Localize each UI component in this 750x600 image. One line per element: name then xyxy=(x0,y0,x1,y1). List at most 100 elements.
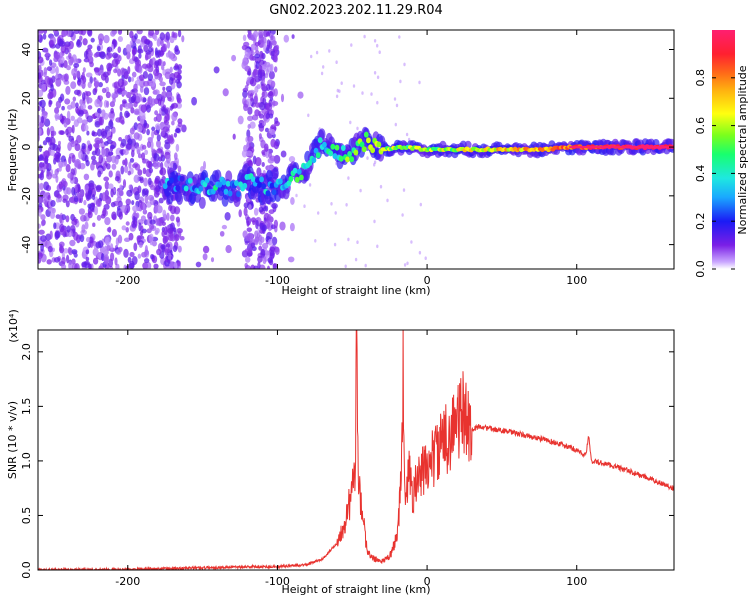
y-tick-label: 1.5 xyxy=(20,398,33,416)
ridge-point xyxy=(328,150,334,157)
noise-speckle xyxy=(80,214,87,222)
noise-speckle xyxy=(352,84,356,88)
noise-speckle xyxy=(85,249,90,255)
noise-speckle xyxy=(262,224,267,232)
ridge-point xyxy=(179,175,185,182)
noise-speckle xyxy=(243,202,249,209)
noise-speckle xyxy=(131,71,137,78)
noise-speckle xyxy=(268,113,274,119)
noise-speckle xyxy=(347,176,350,180)
noise-speckle xyxy=(249,246,253,254)
noise-speckle xyxy=(125,226,129,233)
noise-speckle xyxy=(38,64,42,72)
noise-speckle xyxy=(271,100,279,106)
noise-speckle xyxy=(76,117,83,124)
noise-speckle xyxy=(177,30,182,38)
noise-speckle xyxy=(86,147,90,155)
noise-speckle xyxy=(101,87,107,94)
colorbar: 0.0 0.2 0.4 0.6 0.8 Normalized spectral ampl… xyxy=(694,30,749,278)
noise-speckle xyxy=(86,140,91,146)
noise-speckle xyxy=(169,260,174,269)
noise-speckle xyxy=(154,60,160,67)
noise-speckle xyxy=(59,74,65,81)
noise-speckle xyxy=(139,117,145,125)
noise-speckle xyxy=(63,118,68,128)
noise-speckle xyxy=(40,116,45,124)
noise-speckle xyxy=(297,91,304,99)
noise-speckle xyxy=(68,261,73,269)
noise-speckle xyxy=(131,48,136,56)
noise-speckle xyxy=(75,106,80,114)
noise-speckle xyxy=(177,245,182,253)
noise-speckle xyxy=(80,103,87,110)
noise-speckle xyxy=(132,163,138,169)
noise-speckle xyxy=(424,256,427,261)
noise-speckle xyxy=(158,76,163,83)
noise-speckle xyxy=(364,263,367,268)
noise-speckle xyxy=(59,40,66,47)
noise-speckle xyxy=(249,92,254,102)
noise-speckle xyxy=(141,104,146,114)
noise-speckle xyxy=(86,115,93,123)
noise-speckle xyxy=(219,230,225,237)
noise-speckle xyxy=(103,112,109,120)
noise-speckle xyxy=(164,141,171,150)
noise-speckle xyxy=(249,232,253,241)
noise-speckle xyxy=(76,192,83,199)
noise-speckle xyxy=(287,256,295,263)
noise-speckle xyxy=(174,48,181,55)
noise-speckle xyxy=(165,243,171,248)
ridge-point xyxy=(345,156,350,163)
noise-speckle xyxy=(95,184,102,191)
noise-speckle xyxy=(93,53,99,58)
noise-speckle xyxy=(147,136,153,142)
noise-speckle xyxy=(41,83,47,93)
noise-speckle xyxy=(144,194,149,204)
noise-speckle xyxy=(84,221,89,230)
noise-speckle xyxy=(45,50,49,59)
noise-speckle xyxy=(151,148,156,154)
noise-speckle xyxy=(96,107,102,115)
noise-speckle xyxy=(143,44,149,53)
noise-speckle xyxy=(334,211,337,215)
noise-speckle xyxy=(54,107,60,115)
noise-speckle xyxy=(46,66,53,72)
noise-speckle xyxy=(137,153,142,159)
noise-speckle xyxy=(94,98,101,108)
noise-speckle xyxy=(84,184,90,193)
noise-speckle xyxy=(266,265,271,269)
noise-speckle xyxy=(124,134,129,141)
noise-speckle xyxy=(255,157,262,167)
noise-speckle xyxy=(102,207,107,216)
noise-speckle xyxy=(174,128,181,134)
noise-speckle xyxy=(172,162,177,171)
noise-speckle xyxy=(124,157,128,167)
noise-speckle xyxy=(39,99,46,108)
noise-speckle xyxy=(167,135,174,144)
noise-speckle xyxy=(273,219,279,229)
noise-speckle xyxy=(71,186,76,196)
noise-speckle xyxy=(110,107,114,114)
ridge-point xyxy=(366,137,371,144)
noise-speckle xyxy=(246,150,253,157)
noise-speckle xyxy=(177,165,182,173)
noise-speckle xyxy=(138,241,143,248)
noise-speckle xyxy=(356,240,359,244)
y-tick-label: 40 xyxy=(20,43,33,57)
noise-speckle xyxy=(248,204,252,211)
noise-speckle xyxy=(104,245,108,251)
spectrogram-y-ticks: -40 -20 0 20 40 xyxy=(20,43,674,254)
ridge-point xyxy=(175,185,181,192)
noise-speckle xyxy=(270,138,276,148)
noise-speckle xyxy=(244,84,249,90)
noise-speckle xyxy=(174,63,179,70)
noise-speckle xyxy=(275,44,280,51)
noise-speckle xyxy=(395,103,399,108)
noise-speckle xyxy=(129,30,134,39)
noise-speckle xyxy=(105,163,111,170)
ridge-point xyxy=(255,177,260,184)
noise-speckle xyxy=(128,232,134,241)
noise-speckle xyxy=(59,244,63,251)
noise-speckle xyxy=(125,44,132,54)
